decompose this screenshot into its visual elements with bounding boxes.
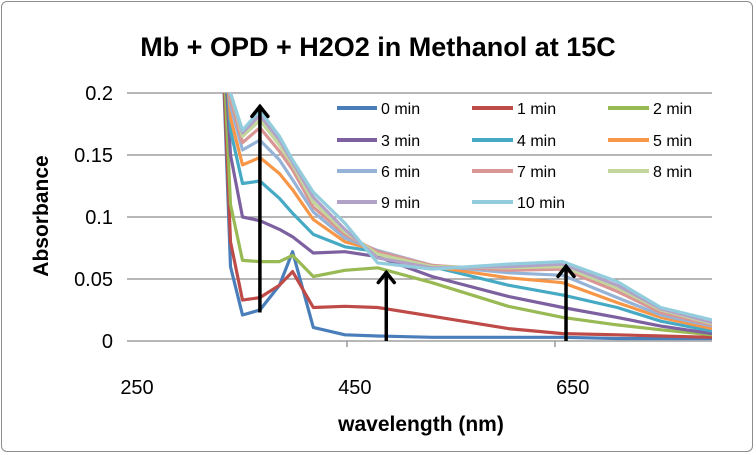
series-line-4-min bbox=[226, 93, 712, 333]
annotation-arrows bbox=[250, 103, 576, 341]
x-tick-label: 450 bbox=[338, 377, 371, 399]
series-line-10-min bbox=[228, 93, 712, 322]
arrow-head bbox=[556, 263, 576, 279]
x-tick-label: 650 bbox=[556, 377, 589, 399]
y-tick-label: 0.15 bbox=[74, 145, 113, 167]
series-line-6-min bbox=[227, 93, 712, 328]
series-line-9-min bbox=[228, 93, 712, 324]
arrow-head bbox=[250, 103, 270, 119]
legend-label: 2 min bbox=[653, 101, 692, 118]
legend-label: 7 min bbox=[517, 164, 556, 181]
chart-title: Mb + OPD + H2O2 in Methanol at 15C bbox=[140, 32, 616, 62]
legend-label: 4 min bbox=[517, 133, 556, 150]
legend-label: 8 min bbox=[653, 164, 692, 181]
x-tick-labels: 250 450 650 bbox=[120, 377, 589, 399]
legend-label: 10 min bbox=[517, 195, 565, 212]
y-tick-label: 0.05 bbox=[74, 269, 113, 291]
series-line-1-min bbox=[222, 93, 712, 339]
legend: 0 min 1 min 2 min 3 min 4 min 5 min 6 min 7 min… bbox=[337, 101, 692, 212]
legend-label: 9 min bbox=[381, 195, 420, 212]
y-tick-labels: 0 0.05 0.1 0.15 0.2 bbox=[74, 83, 113, 353]
legend-label: 1 min bbox=[517, 101, 556, 118]
series-line-0-min bbox=[222, 93, 712, 341]
series-line-7-min bbox=[228, 93, 712, 327]
y-tick-label: 0.2 bbox=[85, 83, 113, 105]
series-line-2-min bbox=[223, 93, 712, 337]
series-lines bbox=[222, 93, 712, 341]
y-axis-label: Absorbance bbox=[30, 155, 53, 276]
legend-label: 3 min bbox=[381, 133, 420, 150]
y-tick-label: 0 bbox=[102, 331, 113, 353]
legend-label: 0 min bbox=[381, 101, 420, 118]
legend-label: 5 min bbox=[653, 133, 692, 150]
x-axis-label: wavelength (nm) bbox=[337, 413, 504, 436]
legend-label: 6 min bbox=[381, 164, 420, 181]
series-line-5-min bbox=[227, 93, 712, 331]
y-tick-label: 0.1 bbox=[85, 207, 113, 229]
x-tick-label: 250 bbox=[120, 377, 153, 399]
series-line-8-min bbox=[228, 93, 712, 326]
series-line-3-min bbox=[225, 93, 712, 336]
arrow-head bbox=[376, 269, 397, 285]
